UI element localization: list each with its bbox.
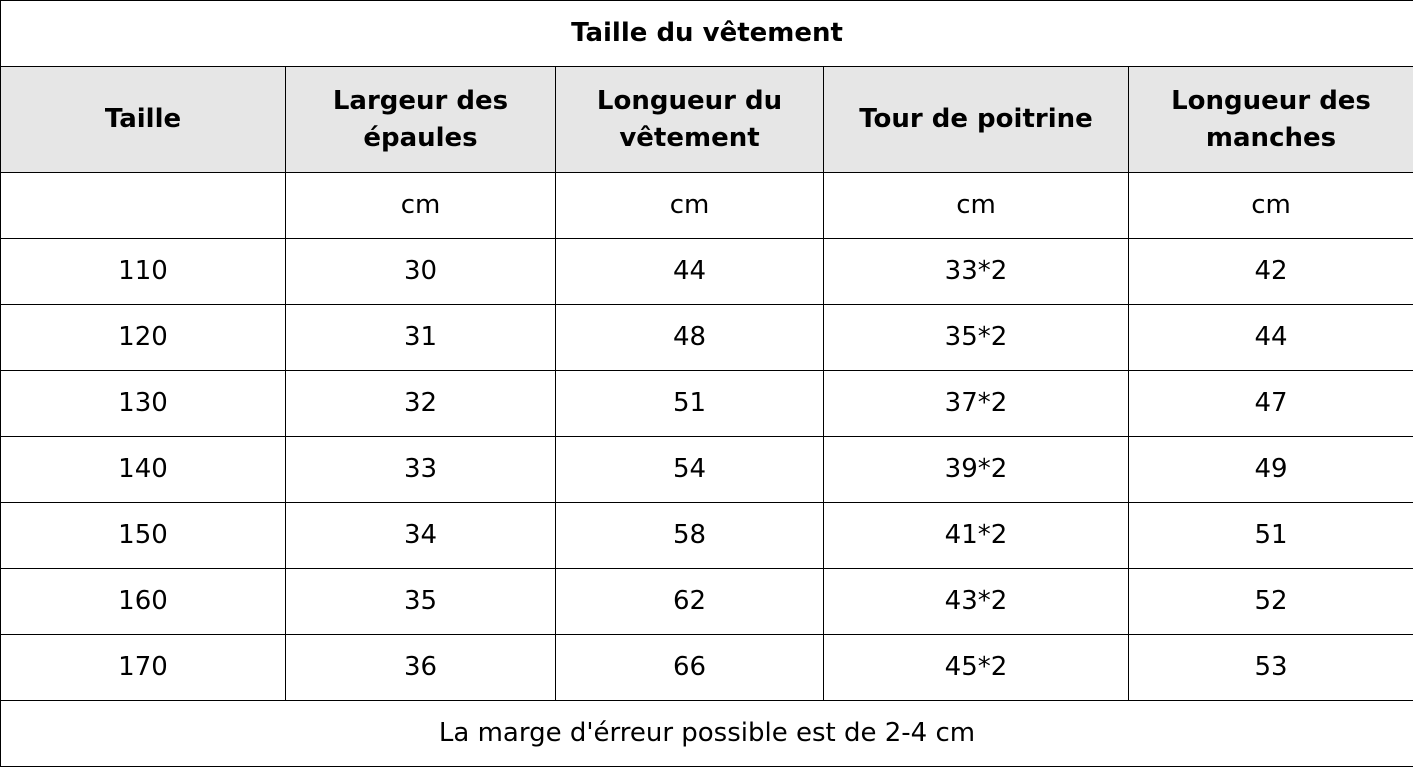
cell-manches: 53 [1127,634,1413,701]
header-tour-poitrine: Tour de poitrine [823,65,1129,174]
cell-manches: 47 [1127,370,1413,438]
cell-epaules: 34 [285,502,556,570]
cell-taille: 160 [0,568,286,636]
cell-poitrine: 45*2 [823,634,1129,701]
header-line: Taille [104,104,182,135]
table-row: 170 36 66 45*2 53 [0,634,1413,701]
unit-cell: cm [823,172,1129,240]
cell-poitrine: 43*2 [823,568,1129,636]
header-line: épaules [363,122,478,153]
header-longueur-manches: Longueur des manches [1127,65,1413,174]
header-line: Tour de poitrine [859,104,1093,135]
header-line: manches [1205,122,1337,153]
cell-manches: 42 [1127,238,1413,306]
table-row: 150 34 58 41*2 51 [0,502,1413,570]
cell-poitrine: 41*2 [823,502,1129,570]
cell-epaules: 33 [285,436,556,504]
table-row: 130 32 51 37*2 47 [0,370,1413,438]
table-row: 160 35 62 43*2 52 [0,568,1413,636]
cell-manches: 49 [1127,436,1413,504]
cell-epaules: 36 [285,634,556,701]
cell-taille: 140 [0,436,286,504]
cell-longueur: 58 [555,502,824,570]
cell-taille: 130 [0,370,286,438]
cell-longueur: 51 [555,370,824,438]
table-title: Taille du vêtement [0,0,1413,67]
unit-cell: cm [1127,172,1413,240]
table-row: 140 33 54 39*2 49 [0,436,1413,504]
header-line: Longueur des [1171,85,1371,116]
unit-cell: cm [285,172,556,240]
header-row: Taille Largeur des épaules Longueur du vêt… [0,65,1413,174]
header-line: Longueur du [596,85,783,116]
cell-longueur: 54 [555,436,824,504]
cell-poitrine: 33*2 [823,238,1129,306]
cell-taille: 120 [0,304,286,372]
error-margin-note: La marge d'érreur possible est de 2-4 cm [0,699,1413,767]
header-taille: Taille [0,65,286,174]
cell-epaules: 35 [285,568,556,636]
header-line: Largeur des [332,85,509,116]
cell-epaules: 32 [285,370,556,438]
unit-cell: cm [555,172,824,240]
header-largeur-epaules: Largeur des épaules [285,65,556,174]
cell-taille: 150 [0,502,286,570]
cell-taille: 170 [0,634,286,701]
cell-poitrine: 37*2 [823,370,1129,438]
table-row: 110 30 44 33*2 42 [0,238,1413,306]
cell-manches: 51 [1127,502,1413,570]
cell-manches: 52 [1127,568,1413,636]
header-line: vêtement [619,122,760,153]
cell-longueur: 48 [555,304,824,372]
cell-taille: 110 [0,238,286,306]
cell-epaules: 31 [285,304,556,372]
unit-cell [0,172,286,240]
cell-longueur: 44 [555,238,824,306]
header-longueur-vetement: Longueur du vêtement [555,65,824,174]
table-row: 120 31 48 35*2 44 [0,304,1413,372]
cell-poitrine: 35*2 [823,304,1129,372]
cell-longueur: 62 [555,568,824,636]
unit-row: cm cm cm cm [0,172,1413,240]
cell-poitrine: 39*2 [823,436,1129,504]
cell-epaules: 30 [285,238,556,306]
cell-longueur: 66 [555,634,824,701]
cell-manches: 44 [1127,304,1413,372]
